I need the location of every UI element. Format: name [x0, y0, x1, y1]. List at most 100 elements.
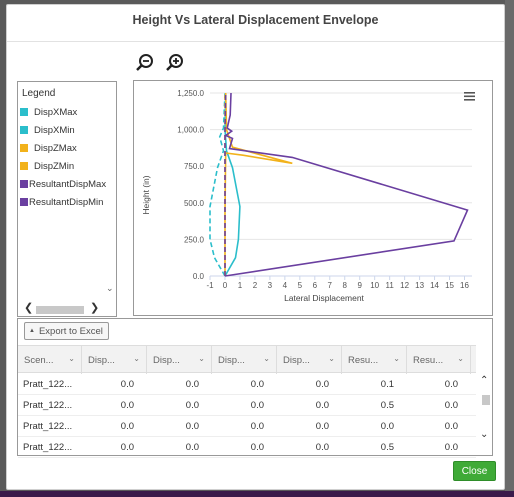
legend-swatch [20, 180, 28, 188]
column-header[interactable]: Scen... ⌄ [18, 346, 82, 374]
chart-grid [209, 92, 472, 280]
x-tick-label: 9 [357, 281, 362, 290]
value-cell: 0.0 [380, 421, 394, 432]
x-axis-label: Lateral Displacement [284, 293, 364, 303]
legend-swatch [20, 198, 28, 206]
scrollbar-thumb[interactable] [482, 395, 490, 405]
column-header[interactable]: Disp... ⌄ [82, 346, 147, 374]
y-tick-label: 1,250.0 [177, 89, 204, 98]
column-header[interactable]: Disp... ⌄ [147, 346, 212, 374]
chevron-down-icon[interactable]: ⌄ [198, 354, 205, 363]
value-cell: 0.0 [185, 421, 199, 432]
x-tick-label: 15 [445, 281, 454, 290]
x-tick-label: 10 [370, 281, 379, 290]
y-axis-label: Height (in) [141, 175, 151, 214]
x-tick-label: 16 [460, 281, 469, 290]
scroll-right-icon[interactable]: ❯ [90, 302, 100, 314]
value-cell: 0.0 [250, 400, 264, 411]
scrollbar-thumb[interactable] [36, 306, 84, 314]
legend-item[interactable]: DispZMin [20, 159, 74, 173]
title-divider [7, 41, 504, 42]
export-to-excel-button[interactable]: ▲ Export to Excel [24, 322, 109, 340]
x-tick-label: 4 [283, 281, 288, 290]
scenario-cell: Pratt_122... [23, 421, 73, 432]
chevron-down-icon[interactable]: ⌄ [263, 354, 270, 363]
scenario-cell: Pratt_122... [23, 379, 73, 390]
chevron-down-icon[interactable]: ⌄ [480, 429, 489, 440]
legend-title: Legend [22, 88, 56, 99]
column-header-label: Resu... [413, 354, 444, 366]
zoom-in-button[interactable] [165, 53, 185, 73]
value-cell: 0.0 [120, 379, 134, 390]
legend-horizontal-scrollbar[interactable]: ❮ ❯ [22, 302, 100, 315]
legend-item-label: ResultantDispMin [29, 196, 104, 208]
column-header[interactable]: Resu... ⌄ [407, 346, 471, 374]
value-cell: 0.0 [120, 400, 134, 411]
value-cell: 0.0 [120, 442, 134, 453]
value-cell: 0.0 [444, 421, 458, 432]
table-row[interactable]: Pratt_122... 0.0 0.0 0.0 0.0 0.5 0.0 [18, 395, 476, 416]
export-label: Export to Excel [38, 325, 103, 337]
value-cell: 0.0 [315, 379, 329, 390]
value-cell: 0.0 [315, 400, 329, 411]
chart-panel: 0.0 250.0 500.0 750.0 1,000.0 1,250.0 -1 0 1 2 3 4 5… [133, 80, 493, 316]
value-cell: 0.0 [185, 442, 199, 453]
legend-swatch [20, 144, 28, 152]
y-tick-label: 750.0 [184, 162, 205, 171]
chevron-down-icon[interactable]: ⌄ [106, 283, 114, 293]
chart-menu-icon[interactable] [464, 92, 475, 101]
column-header-label: Disp... [153, 354, 180, 366]
value-cell: 0.5 [380, 442, 394, 453]
legend-item[interactable]: DispXMin [20, 123, 75, 137]
zoom-in-icon [166, 54, 183, 71]
legend-item-label: ResultantDispMax [29, 178, 107, 190]
y-tick-label: 500.0 [184, 199, 205, 208]
chevron-down-icon[interactable]: ⌄ [328, 354, 335, 363]
series-line-resultantdispmax [224, 92, 469, 277]
column-header-label: Resu... [348, 354, 379, 366]
table-row[interactable]: Pratt_122... 0.0 0.0 0.0 0.0 0.5 0.0 [18, 437, 476, 458]
column-header[interactable]: Disp... ⌄ [212, 346, 277, 374]
zoom-out-icon [136, 54, 153, 71]
table-row[interactable]: Pratt_122... 0.0 0.0 0.0 0.0 0.1 0.0 [18, 374, 476, 395]
chevron-down-icon[interactable]: ⌄ [393, 354, 400, 363]
x-tick-label: 7 [328, 281, 333, 290]
chevron-down-icon[interactable]: ⌄ [457, 354, 464, 363]
legend-item[interactable]: DispZMax [20, 141, 77, 155]
x-tick-label: -1 [206, 281, 214, 290]
column-header[interactable]: Disp... ⌄ [277, 346, 342, 374]
background-panel [505, 0, 514, 497]
caret-up-icon: ▲ [29, 328, 35, 334]
scroll-left-icon[interactable]: ❮ [24, 302, 34, 314]
legend-item-label: DispZMin [34, 160, 75, 172]
value-cell: 0.0 [444, 442, 458, 453]
column-header-label: Disp... [218, 354, 245, 366]
zoom-out-button[interactable] [135, 53, 155, 73]
value-cell: 0.0 [444, 400, 458, 411]
x-tick-label: 6 [313, 281, 318, 290]
x-tick-label: 13 [415, 281, 424, 290]
legend-item[interactable]: ResultantDispMax [20, 177, 106, 191]
x-tick-label: 1 [238, 281, 243, 290]
x-tick-label: 2 [253, 281, 258, 290]
grid-header-row: Scen... ⌄ Disp... ⌄ Disp... ⌄ Disp... ⌄ Disp... ⌄… [18, 345, 476, 374]
chevron-down-icon[interactable]: ⌄ [68, 354, 75, 363]
chevron-down-icon[interactable]: ⌄ [133, 354, 140, 363]
legend-item[interactable]: ResultantDispMin [20, 195, 103, 209]
legend-item[interactable]: DispXMax [20, 105, 77, 119]
chevron-up-icon[interactable]: ⌃ [480, 375, 489, 386]
value-cell: 0.5 [380, 400, 394, 411]
close-button[interactable]: Close [453, 461, 496, 481]
dialog-title: Height Vs Lateral Displacement Envelope [132, 13, 379, 27]
x-tick-label: 12 [400, 281, 409, 290]
table-row[interactable]: Pratt_122... 0.0 0.0 0.0 0.0 0.0 0.0 [18, 416, 476, 437]
value-cell: 0.0 [120, 421, 134, 432]
scenario-cell: Pratt_122... [23, 400, 73, 411]
column-header[interactable]: Resu... ⌄ [342, 346, 407, 374]
grid-vertical-scrollbar[interactable]: ⌃ ⌄ [478, 373, 492, 455]
y-tick-label: 1,000.0 [177, 126, 204, 135]
series-line-dispxmax [224, 92, 241, 277]
column-header-label: Disp... [283, 354, 310, 366]
